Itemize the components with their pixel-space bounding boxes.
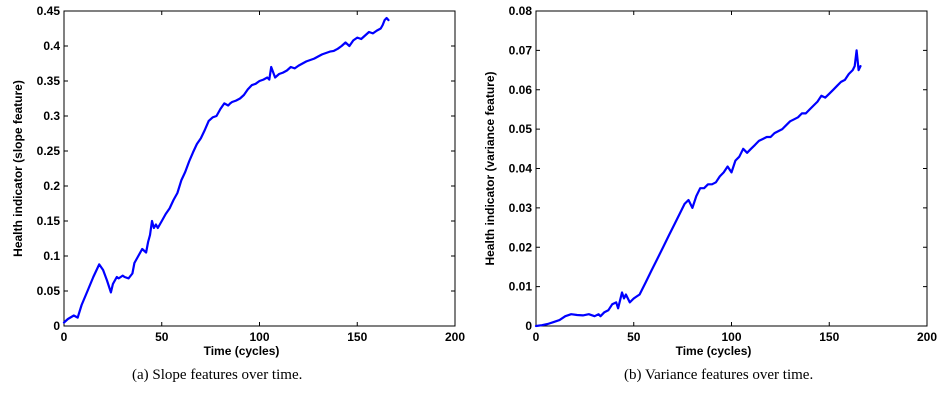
y-tick-label: 0 [525, 319, 532, 333]
y-tick-label: 0.3 [43, 109, 60, 123]
y-tick-label: 0.03 [509, 201, 533, 215]
y-axis-label: Health indicator (slope feature) [11, 80, 25, 257]
x-tick-label: 150 [347, 330, 367, 344]
chart-panel-variance: 0 50 100 150 200 0 0.01 0.02 0.03 0.04 0.05 0.06 0.0… [483, 4, 937, 358]
y-tick-label: 0.05 [509, 122, 533, 136]
x-tick-label: 200 [917, 330, 937, 344]
plot-frame [535, 10, 928, 327]
plot-frame [63, 10, 456, 327]
y-tick-label: 0 [53, 319, 60, 333]
x-tick-label: 50 [155, 330, 169, 344]
chart-panel-slope: 0 50 100 150 200 0 0.05 0.1 0.15 0.2 0.25 0.3 0.35 0.… [11, 4, 465, 358]
y-tick-label: 0.15 [37, 214, 61, 228]
series-line [534, 49, 862, 328]
y-tick-label: 0.08 [509, 4, 533, 18]
y-tick-label: 0.4 [43, 39, 60, 53]
y-tick-label: 0.02 [509, 240, 533, 254]
x-tick-label: 0 [533, 330, 540, 344]
x-tick-label: 100 [249, 330, 269, 344]
x-axis-label: Time (cycles) [204, 344, 280, 358]
y-tick-label: 0.04 [509, 162, 533, 176]
y-tick-label: 0.07 [509, 43, 533, 57]
series-line [62, 16, 390, 324]
y-tick-label: 0.1 [43, 249, 60, 263]
y-tick-label: 0.06 [509, 83, 533, 97]
y-tick-label: 0.45 [37, 4, 61, 18]
y-axis-label: Health indicator (variance feature) [483, 71, 497, 265]
y-tick-label: 0.25 [37, 144, 61, 158]
x-tick-label: 0 [61, 330, 68, 344]
caption-variance: (b) Variance features over time. [624, 367, 814, 383]
caption-slope: (a) Slope features over time. [132, 367, 303, 383]
x-tick-label: 200 [445, 330, 465, 344]
y-tick-label: 0.05 [37, 284, 61, 298]
x-tick-label: 150 [819, 330, 839, 344]
y-tick-label: 0.2 [43, 179, 60, 193]
y-tick-label: 0.35 [37, 74, 61, 88]
x-axis-label: Time (cycles) [676, 344, 752, 358]
x-tick-label: 100 [721, 330, 741, 344]
y-tick-label: 0.01 [509, 280, 533, 294]
x-tick-label: 50 [627, 330, 641, 344]
